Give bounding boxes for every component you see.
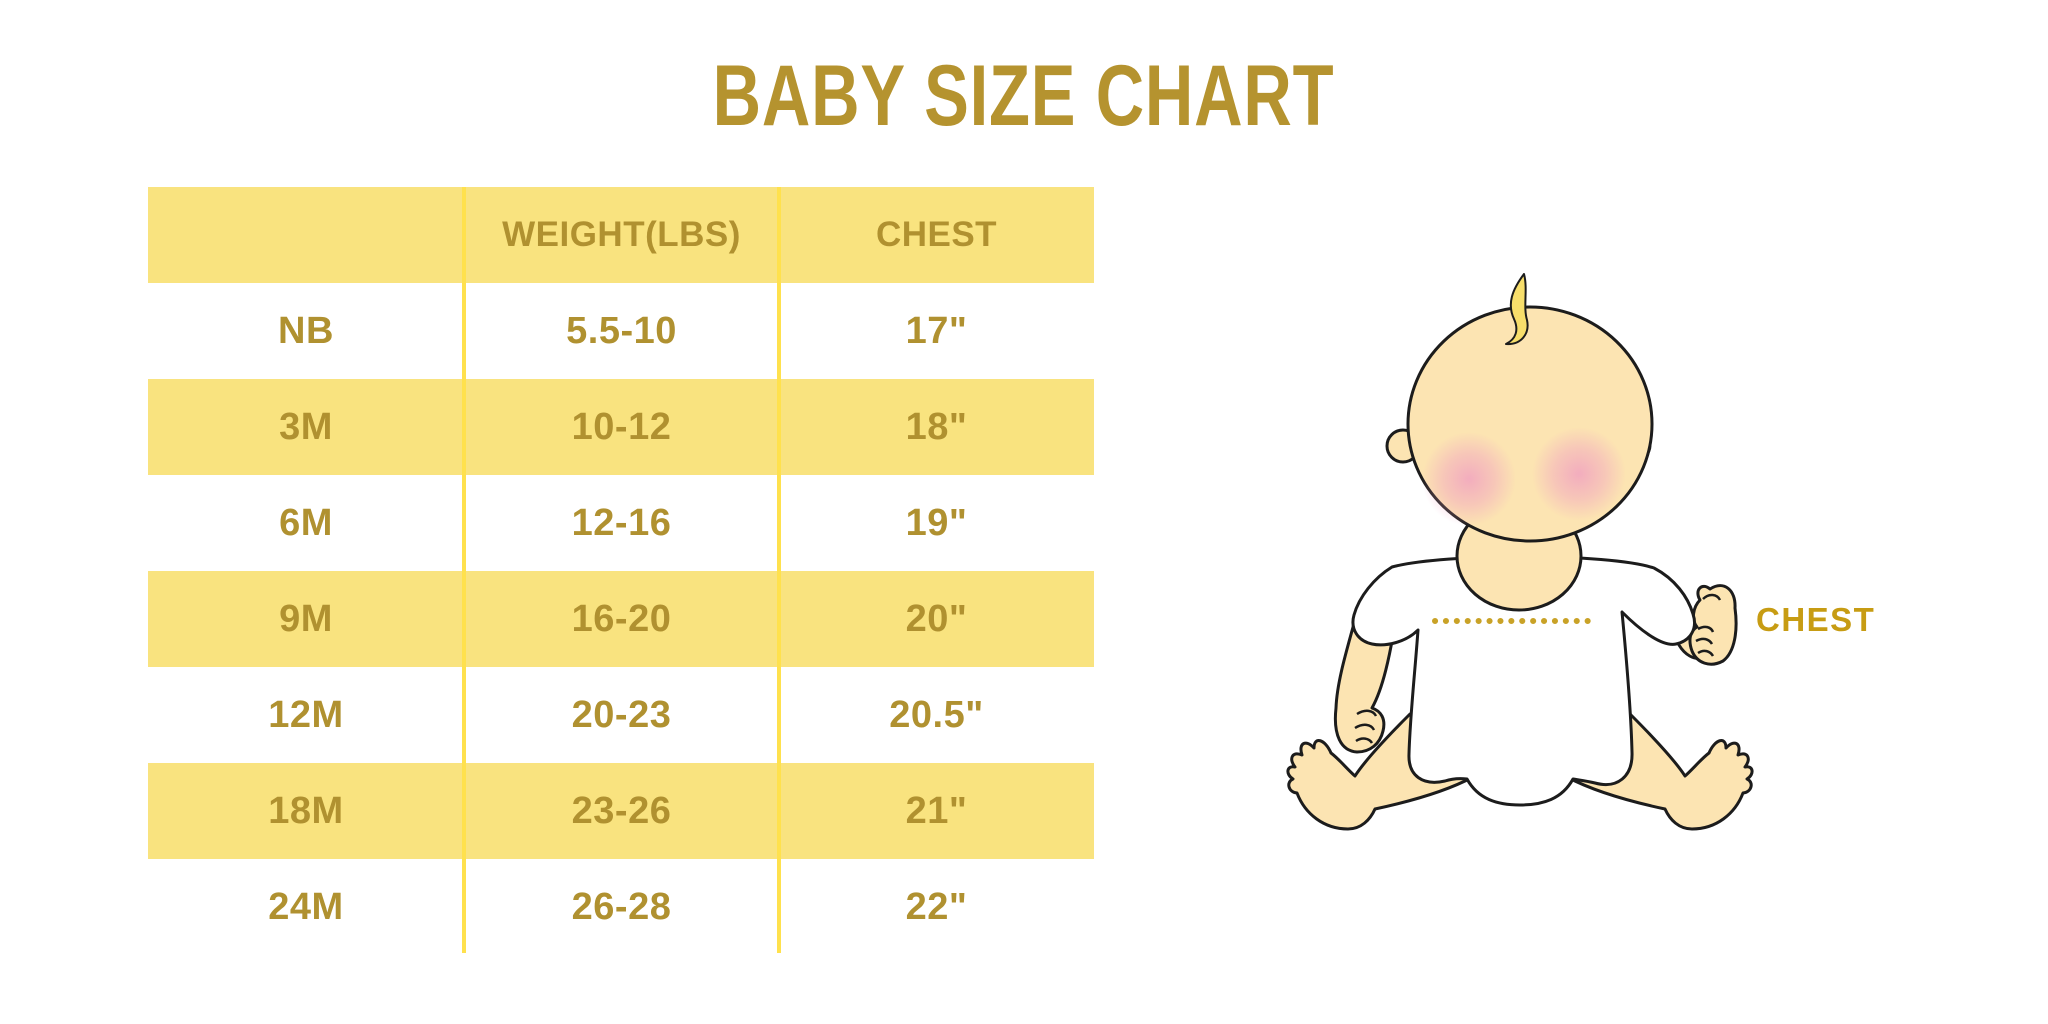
weight-cell: 20-23	[571, 693, 672, 736]
table-row: 12M 20-23 20.5"	[148, 667, 1094, 763]
baby-illustration-svg	[1286, 273, 1754, 831]
weight-cell: 16-20	[571, 597, 672, 640]
size-cell: NB	[278, 309, 334, 352]
chest-cell: 22"	[905, 885, 968, 928]
size-cell: 3M	[279, 405, 333, 448]
baby-illustration	[1262, 262, 1782, 862]
table-row: 24M 26-28 22"	[148, 859, 1094, 955]
column-divider	[462, 187, 466, 953]
table-row: 6M 12-16 19"	[148, 475, 1094, 571]
page-title-text: BABY SIZE CHART	[713, 48, 1335, 144]
chest-cell: 19"	[905, 501, 968, 544]
header-cell-chest: CHEST	[875, 215, 998, 254]
weight-cell: 12-16	[571, 501, 672, 544]
chest-cell: 21"	[905, 789, 968, 832]
table-row: 3M 10-12 18"	[148, 379, 1094, 475]
baby-fist	[1688, 584, 1738, 666]
weight-cell: 26-28	[571, 885, 672, 928]
weight-cell: 23-26	[571, 789, 672, 832]
chest-cell: 20.5"	[889, 693, 984, 736]
size-cell: 24M	[268, 885, 344, 928]
table-row: 18M 23-26 21"	[148, 763, 1094, 859]
table-row: 9M 16-20 20"	[148, 571, 1094, 667]
header-cell-weight: WEIGHT(LBS)	[502, 215, 741, 254]
chest-label: CHEST	[1756, 601, 1876, 638]
baby-hair-curl	[1505, 273, 1529, 346]
chest-cell: 20"	[905, 597, 968, 640]
baby-onesie	[1351, 555, 1696, 807]
header-cell-size	[148, 187, 464, 283]
baby-right-blush	[1532, 427, 1626, 521]
size-cell: 18M	[268, 789, 344, 832]
size-cell: 6M	[279, 501, 333, 544]
baby-left-blush	[1422, 432, 1516, 526]
size-table: WEIGHT(LBS) CHEST NB 5.5-10 17" 3M 10-12…	[148, 187, 1094, 955]
chest-cell: 18"	[905, 405, 968, 448]
weight-cell: 10-12	[571, 405, 672, 448]
page-title: BABY SIZE CHART	[0, 50, 2048, 142]
size-cell: 12M	[268, 693, 344, 736]
table-row: NB 5.5-10 17"	[148, 283, 1094, 379]
table-header-row: WEIGHT(LBS) CHEST	[148, 187, 1094, 283]
weight-cell: 5.5-10	[566, 309, 677, 352]
size-cell: 9M	[279, 597, 333, 640]
column-divider	[777, 187, 781, 953]
chest-cell: 17"	[905, 309, 968, 352]
